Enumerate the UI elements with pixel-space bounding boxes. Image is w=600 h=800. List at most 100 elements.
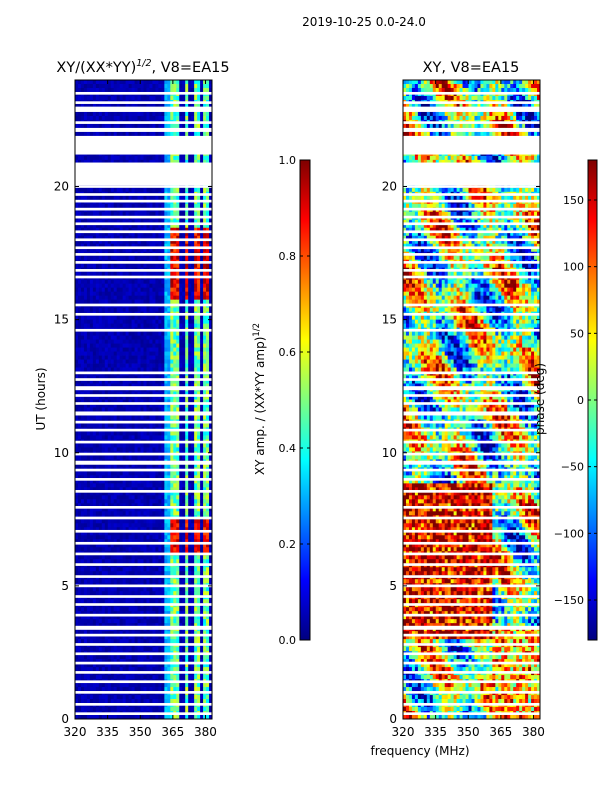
amplitude-heatmap-cell: [197, 483, 201, 488]
amplitude-heatmap-cell: [179, 431, 183, 436]
amplitude-heatmap-cell: [200, 499, 204, 504]
amplitude-heatmap-cell: [200, 407, 204, 412]
amplitude-heatmap-cell: [179, 219, 183, 225]
amplitude-heatmap-cell: [167, 507, 171, 512]
amplitude-heatmap-cell: [83, 479, 88, 484]
amplitude-heatmap-cell: [191, 367, 195, 372]
amplitude-heatmap-cell: [146, 479, 150, 484]
amplitude-heatmap-cell: [146, 431, 150, 436]
amplitude-heatmap-cell: [194, 431, 198, 436]
amplitude-heatmap-cell: [161, 343, 165, 348]
amplitude-heatmap-cell: [173, 263, 177, 269]
amplitude-heatmap-cell: [197, 219, 201, 225]
amplitude-heatmap-cell: [179, 271, 183, 277]
amplitude-heatmap-cell: [209, 195, 213, 201]
amplitude-heatmap-cell: [167, 307, 171, 313]
amplitude-heatmap-cell: [170, 271, 174, 277]
amplitude-heatmap-cell: [209, 435, 213, 440]
amplitude-heatmap-cell: [152, 155, 156, 161]
amplitude-heatmap-cell: [95, 243, 100, 249]
amplitude-heatmap-cell: [137, 395, 141, 400]
amplitude-heatmap-cell: [164, 211, 168, 217]
amplitude-heatmap-cell: [170, 499, 174, 504]
amplitude-heatmap-cell: [75, 487, 79, 492]
amplitude-heatmap-cell: [80, 219, 85, 225]
amplitude-heatmap-cell: [83, 507, 88, 512]
amplitude-heatmap-cell: [158, 195, 162, 201]
amplitude-heatmap-cell: [203, 111, 207, 117]
amplitude-heatmap-cell: [179, 447, 183, 452]
amplitude-heatmap-cell: [131, 243, 135, 249]
amplitude-heatmap-cell: [98, 287, 103, 293]
amplitude-heatmap-cell: [164, 195, 168, 201]
amplitude-heatmap-cell: [95, 511, 100, 516]
amplitude-heatmap-cell: [113, 363, 118, 368]
amplitude-heatmap-cell: [197, 155, 201, 161]
amplitude-heatmap-cell: [164, 331, 168, 336]
amplitude-heatmap-cell: [89, 295, 94, 301]
amplitude-heatmap-cell: [194, 335, 198, 340]
amplitude-heatmap-cell: [95, 471, 100, 476]
amplitude-heatmap-cell: [134, 443, 138, 448]
amplitude-heatmap-cell: [188, 507, 192, 512]
amplitude-heatmap-cell: [158, 263, 162, 269]
amplitude-heatmap-cell: [143, 211, 147, 217]
amplitude-heatmap-cell: [161, 115, 165, 121]
amplitude-heatmap-cell: [119, 231, 124, 237]
amplitude-heatmap-cell: [200, 335, 204, 340]
amplitude-heatmap-cell: [125, 495, 130, 500]
amplitude-heatmap-cell: [152, 115, 156, 121]
amplitude-heatmap-cell: [128, 355, 132, 360]
amplitude-heatmap-cell: [173, 187, 177, 193]
amplitude-heatmap-cell: [167, 80, 171, 85]
amplitude-heatmap-cell: [149, 87, 153, 93]
amplitude-heatmap-cell: [107, 351, 112, 356]
amplitude-heatmap-cell: [200, 331, 204, 336]
amplitude-heatmap-cell: [164, 315, 168, 321]
amplitude-heatmap-cell: [188, 283, 192, 289]
amplitude-heatmap-cell: [206, 375, 210, 380]
amplitude-heatmap-cell: [125, 335, 130, 340]
amplitude-heatmap-cell: [86, 399, 91, 404]
amplitude-heatmap-cell: [164, 95, 168, 101]
amplitude-heatmap-cell: [176, 187, 180, 193]
amplitude-heatmap-cell: [75, 283, 79, 289]
amplitude-heatmap-cell: [146, 211, 150, 217]
amplitude-heatmap-cell: [179, 455, 183, 460]
amplitude-heatmap-cell: [182, 271, 186, 277]
amplitude-heatmap-cell: [146, 83, 150, 89]
amplitude-heatmap-cell: [167, 479, 171, 484]
amplitude-heatmap-cell: [143, 471, 147, 476]
amplitude-heatmap-cell: [161, 80, 165, 85]
amplitude-heatmap-cell: [164, 395, 168, 400]
amplitude-heatmap-cell: [125, 123, 130, 129]
amplitude-heatmap-cell: [134, 287, 138, 293]
amplitude-heatmap-cell: [155, 283, 159, 289]
amplitude-heatmap-cell: [209, 187, 213, 193]
amplitude-heatmap-cell: [194, 315, 198, 321]
amplitude-heatmap-cell: [75, 331, 79, 336]
amplitude-heatmap-cell: [92, 487, 97, 492]
amplitude-heatmap-cell: [89, 415, 94, 420]
amplitude-heatmap-cell: [155, 315, 159, 321]
amplitude-heatmap-cell: [185, 367, 189, 372]
amplitude-heatmap-cell: [197, 447, 201, 452]
amplitude-heatmap-cell: [119, 503, 124, 508]
amplitude-heatmap-cell: [125, 231, 130, 237]
amplitude-heatmap-cell: [131, 379, 135, 384]
amplitude-heatmap-cell: [131, 223, 135, 229]
amplitude-heatmap-cell: [83, 343, 88, 348]
amplitude-heatmap-cell: [119, 239, 124, 245]
amplitude-heatmap-cell: [152, 347, 156, 352]
amplitude-heatmap-cell: [158, 399, 162, 404]
amplitude-heatmap-cell: [206, 283, 210, 289]
amplitude-heatmap-cell: [191, 407, 195, 412]
amplitude-heatmap-cell: [92, 507, 97, 512]
amplitude-heatmap-cell: [83, 483, 88, 488]
amplitude-heatmap-cell: [200, 103, 204, 109]
amplitude-heatmap-cell: [122, 243, 127, 249]
amplitude-heatmap-cell: [104, 307, 109, 313]
amplitude-heatmap-cell: [104, 495, 109, 500]
amplitude-heatmap-cell: [194, 479, 198, 484]
amplitude-heatmap-cell: [98, 83, 103, 89]
